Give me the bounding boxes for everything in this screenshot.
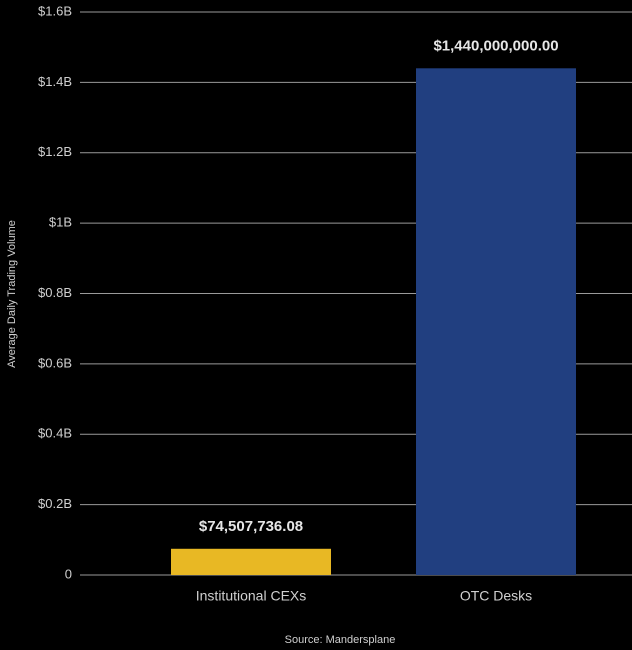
- value-label: $74,507,736.08: [199, 518, 303, 535]
- y-tick-label: $1.6B: [38, 3, 72, 18]
- bar: [171, 548, 331, 575]
- y-tick-label: $1B: [49, 215, 72, 230]
- x-tick-label: OTC Desks: [460, 588, 532, 604]
- value-label: $1,440,000,000.00: [433, 37, 558, 54]
- y-tick-label: $0.8B: [38, 285, 72, 300]
- y-tick-label: $0.6B: [38, 355, 72, 370]
- y-tick-label: $1.4B: [38, 74, 72, 89]
- y-tick-label: $0.4B: [38, 426, 72, 441]
- bar: [416, 68, 576, 576]
- y-tick-label: 0: [65, 566, 72, 581]
- y-tick-label: $0.2B: [38, 496, 72, 511]
- y-tick-label: $1.2B: [38, 144, 72, 159]
- y-axis-label: Average Daily Trading Volume: [6, 220, 18, 368]
- source-note: Source: Mandersplane: [285, 634, 396, 646]
- x-tick-label: Institutional CEXs: [196, 588, 307, 604]
